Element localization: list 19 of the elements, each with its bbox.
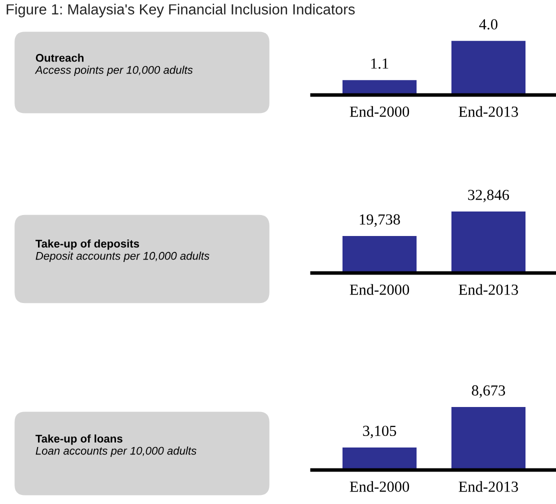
text: Access points per 10,000 adults <box>34 66 193 76</box>
data-label: 1.1 <box>371 58 388 69</box>
x-tick-label: End-2013 <box>458 106 518 117</box>
text: Deposit accounts per 10,000 adults <box>36 252 210 262</box>
x-tick-label: End-2013 <box>458 284 518 295</box>
data-label: 19,738 <box>360 214 400 227</box>
text: Figure 1: Malaysia's Key Financial Inclusion Indicators <box>6 4 355 18</box>
text: Take-up of deposits <box>36 239 140 250</box>
x-tick-label: End-2000 <box>350 106 410 117</box>
text: Outreach <box>36 54 84 62</box>
data-label: 8,673 <box>472 385 506 398</box>
text: Loan accounts per 10,000 adults <box>36 446 196 457</box>
data-label: 3,105 <box>363 426 396 438</box>
x-tick-label: End-2013 <box>458 481 518 492</box>
data-label: 32,846 <box>468 190 510 202</box>
x-tick-label: End-2000 <box>350 481 410 492</box>
data-label: 4.0 <box>479 19 498 30</box>
x-tick-label: End-2000 <box>350 284 410 295</box>
text: Take-up of loans <box>36 434 122 445</box>
